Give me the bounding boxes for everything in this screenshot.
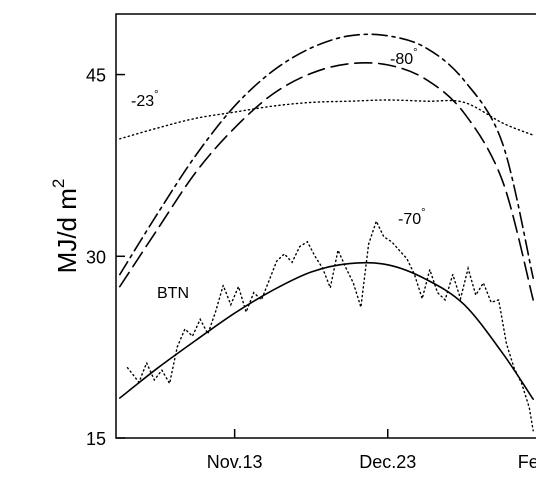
- label-minus-80-value: -80: [390, 51, 413, 68]
- label-btn: BTN: [157, 285, 189, 302]
- y-axis-label: MJ/d m2: [49, 179, 82, 274]
- series-line-1: [119, 61, 534, 301]
- x-tick-label-0: Nov.13: [207, 452, 263, 472]
- label-minus-23-value: -23: [131, 93, 154, 110]
- label-minus-23-deg: °: [154, 89, 158, 101]
- y-tick-label-0: 15: [86, 429, 106, 449]
- series-line-2: [119, 99, 534, 140]
- series-line-4: [126, 219, 534, 432]
- series-layer: [119, 33, 534, 432]
- y-axis-label-main: MJ/d m: [52, 188, 82, 273]
- plot-frame: [115, 13, 536, 439]
- label-minus-70-deg: °: [421, 207, 425, 219]
- label-minus-70: -70°: [398, 207, 426, 228]
- x-tick-label-1: Dec.23: [359, 452, 416, 472]
- label-minus-23: -23°: [131, 89, 159, 110]
- series-line-3: [119, 261, 534, 400]
- label-minus-80: -80°: [390, 47, 418, 68]
- axis-ticks: 15 30 45 Nov.13 Dec.23 Feb.1: [86, 66, 536, 472]
- label-minus-70-value: -70: [398, 211, 421, 228]
- series-line-0: [119, 33, 534, 279]
- label-minus-80-deg: °: [413, 47, 417, 59]
- x-tick-label-2: Feb.1: [518, 452, 536, 472]
- y-axis-label-sup: 2: [49, 179, 68, 188]
- y-tick-label-1: 30: [86, 247, 106, 267]
- y-tick-label-2: 45: [86, 66, 106, 86]
